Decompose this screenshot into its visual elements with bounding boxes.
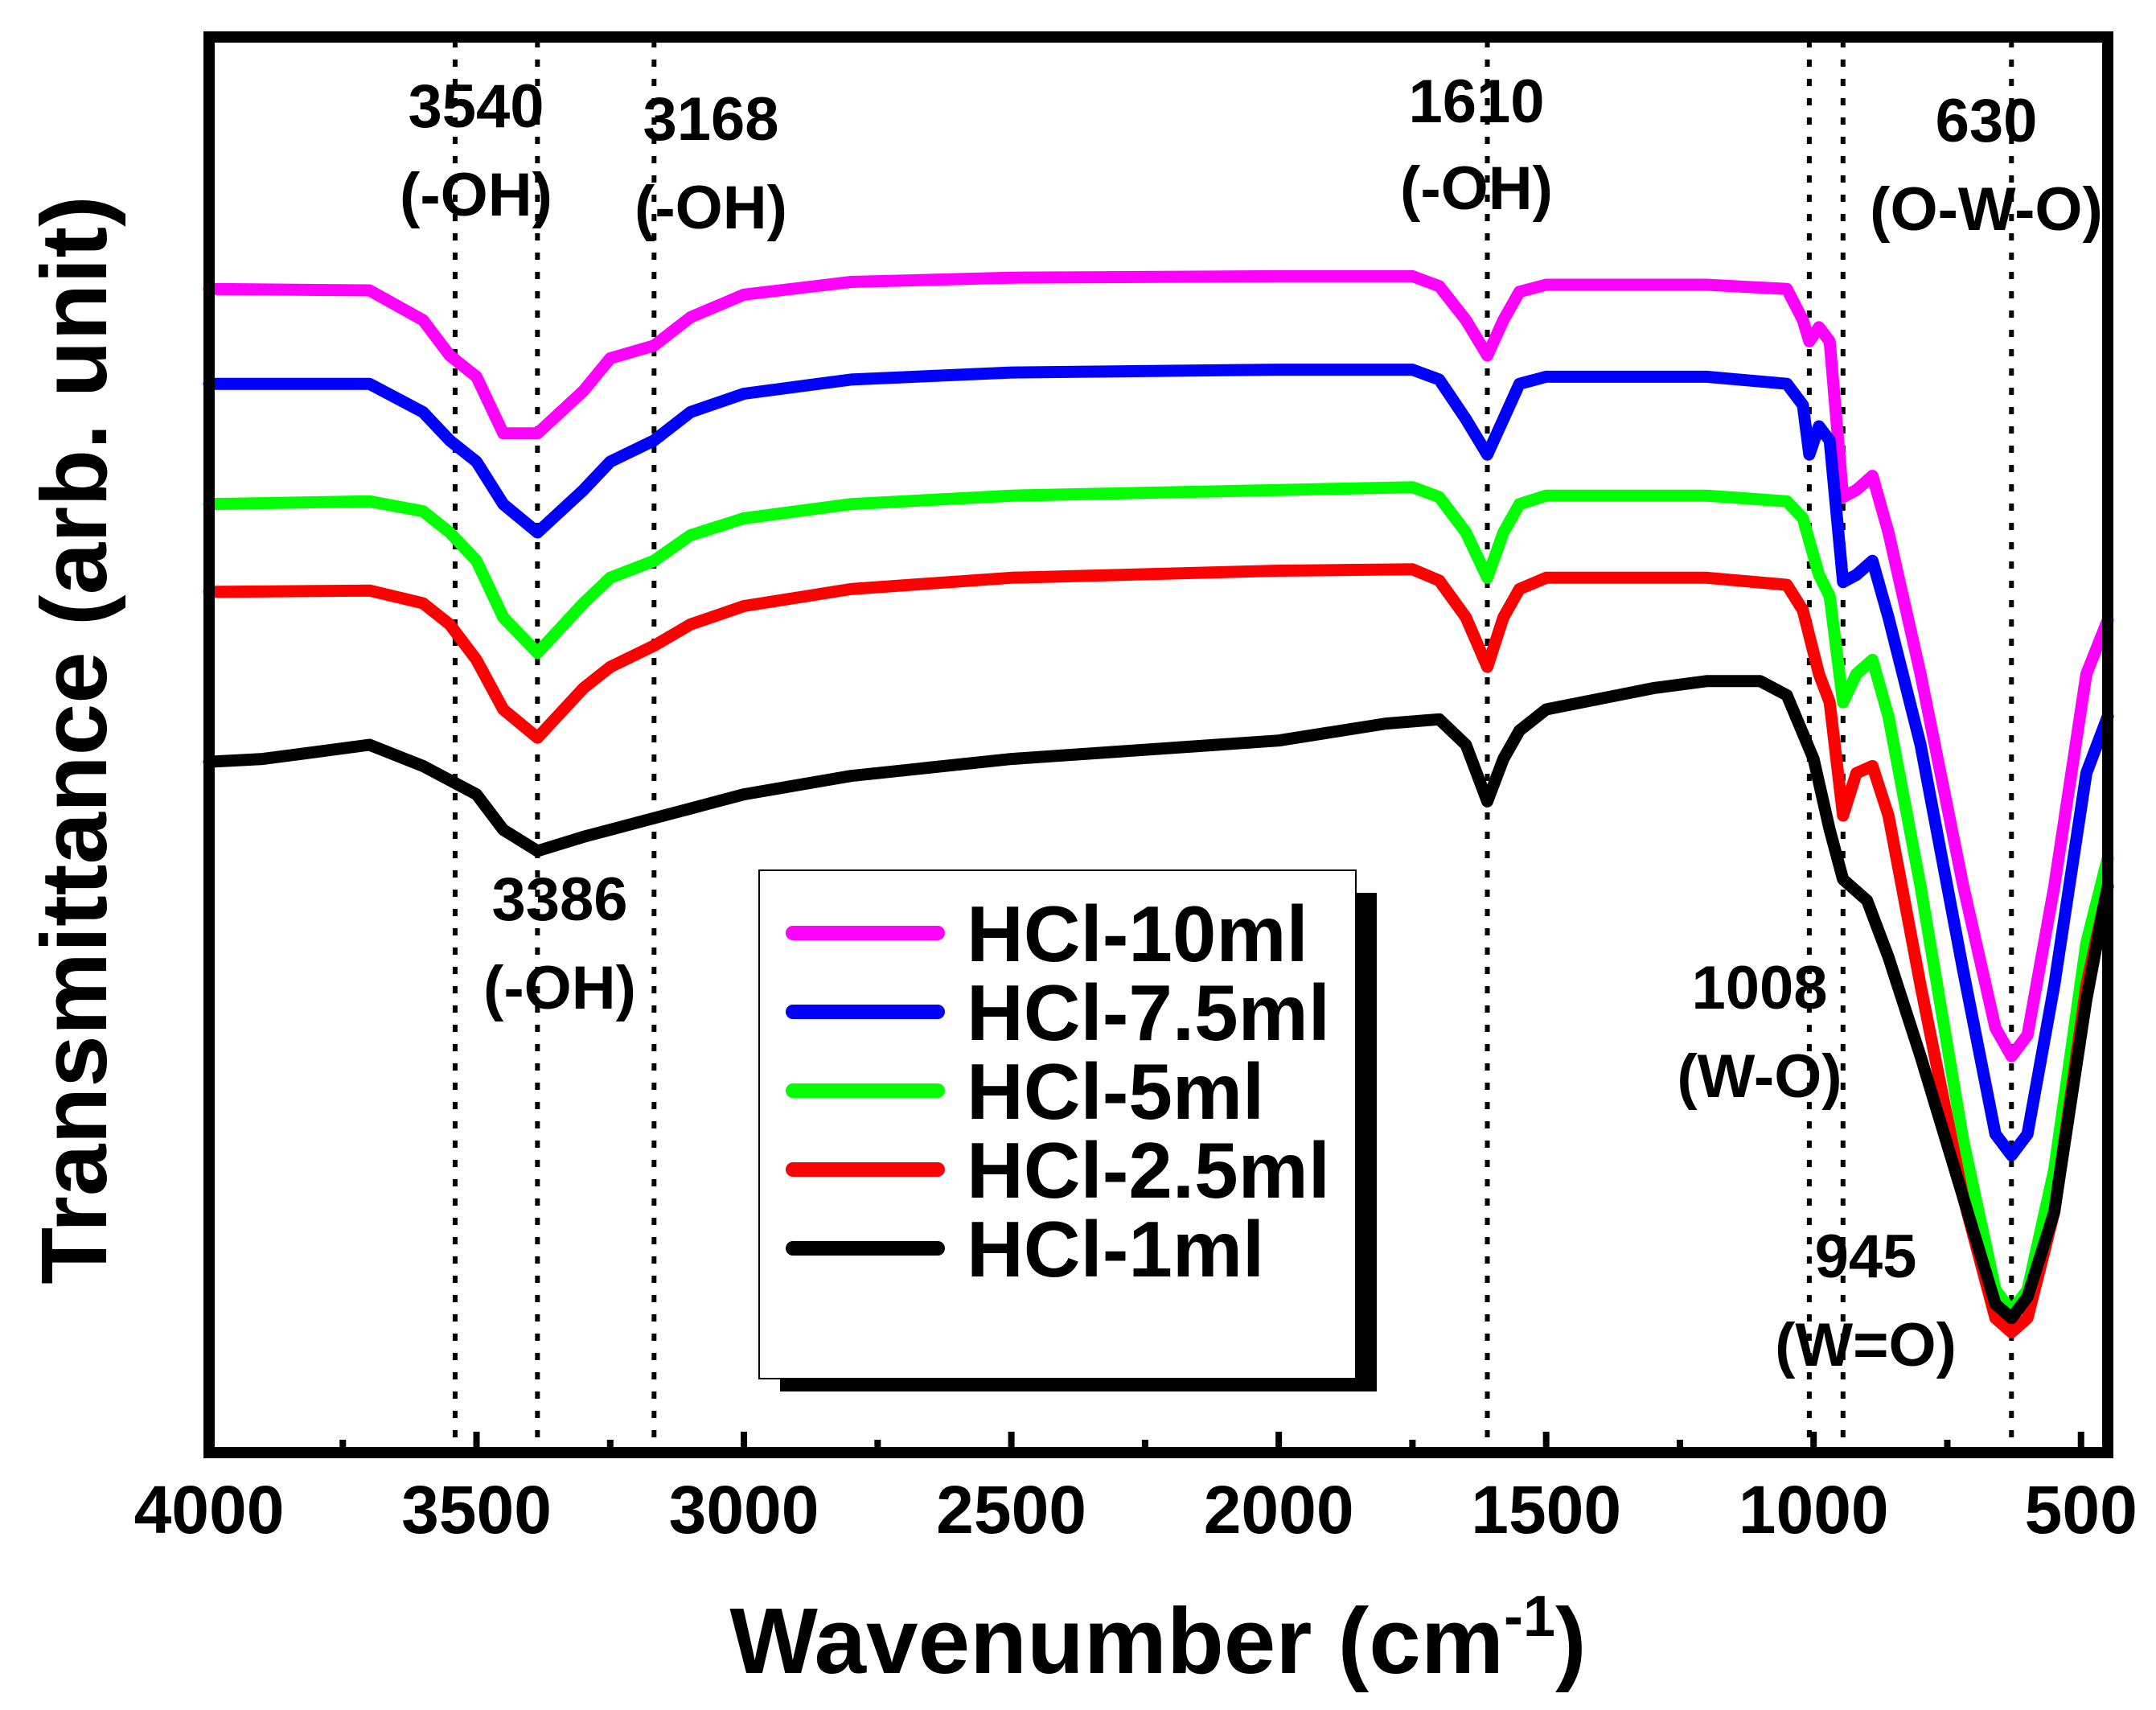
annotation-1008-group: (W-O) xyxy=(1677,1042,1842,1111)
x-axis-title-main: Wavenumber (cm xyxy=(729,1589,1504,1693)
y-axis-title: Transmittance (arb. unit) xyxy=(22,195,126,1285)
x-tick-label-1500: 1500 xyxy=(1471,1472,1621,1548)
x-axis-title: Wavenumber (cm-1) xyxy=(729,1585,1586,1693)
annotation-3386-value: 3386 xyxy=(491,865,627,934)
annotation-3386-group: (-OH) xyxy=(483,954,636,1022)
peak-annotations: 3540 (-OH) 3168 (-OH) 1610 (-OH) 630 (O-… xyxy=(400,68,2103,1379)
x-axis-title-close: ) xyxy=(1555,1589,1587,1693)
series-line-hcl-2-5ml xyxy=(203,563,2114,1338)
annotation-3168-value: 3168 xyxy=(643,85,778,154)
x-tick-label-2500: 2500 xyxy=(936,1472,1086,1548)
x-tick-label-3000: 3000 xyxy=(669,1472,819,1548)
annotation-945-value: 945 xyxy=(1815,1223,1917,1291)
legend-box xyxy=(758,869,1357,1379)
annotation-3168-group: (-OH) xyxy=(634,174,787,242)
x-tick-label-1000: 1000 xyxy=(1739,1472,1889,1548)
x-tick-label-500: 500 xyxy=(2025,1472,2138,1548)
x-tick-label-4000: 4000 xyxy=(134,1472,285,1548)
annotation-1008-value: 1008 xyxy=(1691,954,1827,1022)
x-axis-title-superscript: -1 xyxy=(1504,1585,1555,1649)
annotation-630-value: 630 xyxy=(1936,87,2038,155)
legend-label-hcl-2-5ml: HCl-2.5ml xyxy=(967,1126,1330,1215)
x-axis-ticks xyxy=(206,1432,2084,1453)
legend-label-hcl-1ml: HCl-1ml xyxy=(967,1205,1264,1293)
annotation-1610-group: (-OH) xyxy=(1400,154,1553,223)
series-lines xyxy=(203,269,2114,1338)
x-tick-label-3500: 3500 xyxy=(401,1472,552,1548)
plot-frame xyxy=(203,31,2113,1458)
annotation-3540-value: 3540 xyxy=(408,72,544,141)
series-line-hcl-7-5ml xyxy=(203,364,2114,1161)
annotation-630-group: (O-W-O) xyxy=(1870,175,2103,244)
series-line-hcl-10ml xyxy=(203,269,2114,1063)
series-line-hcl-5ml xyxy=(203,481,2114,1317)
legend-label-hcl-7-5ml: HCl-7.5ml xyxy=(967,968,1330,1057)
reference-lines xyxy=(452,40,2014,1449)
annotation-1610-value: 1610 xyxy=(1408,68,1544,136)
annotation-945-group: (W=O) xyxy=(1775,1311,1957,1379)
x-tick-label-2000: 2000 xyxy=(1204,1472,1354,1548)
x-axis-tick-labels: 4000 3500 3000 2500 2000 1500 1000 500 xyxy=(134,1472,2138,1548)
legend-label-hcl-5ml: HCl-5ml xyxy=(967,1047,1264,1136)
legend-label-hcl-10ml: HCl-10ml xyxy=(967,890,1308,978)
annotation-3540-group: (-OH) xyxy=(400,161,552,229)
series-line-hcl-1ml xyxy=(203,675,2114,1325)
